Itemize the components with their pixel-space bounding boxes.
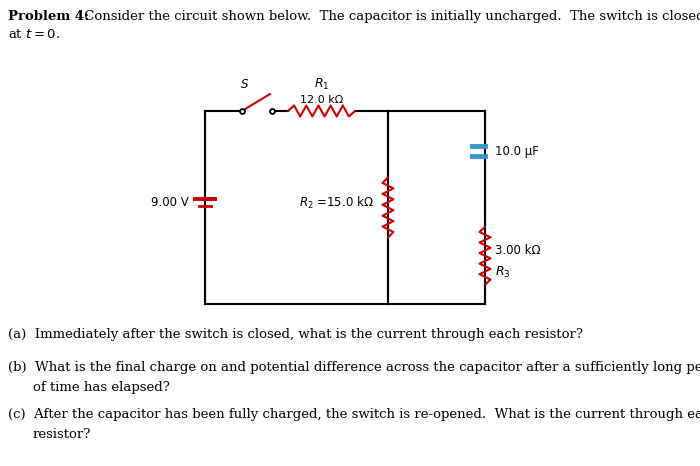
Text: $R_1$: $R_1$ bbox=[314, 77, 329, 92]
Text: 10.0 μF: 10.0 μF bbox=[495, 145, 539, 158]
Text: $R_3$: $R_3$ bbox=[495, 265, 510, 281]
Text: $R_2$ =15.0 kΩ: $R_2$ =15.0 kΩ bbox=[300, 194, 374, 211]
Text: at $t = 0$.: at $t = 0$. bbox=[8, 28, 60, 41]
Text: 9.00 V: 9.00 V bbox=[151, 196, 189, 209]
Text: resistor?: resistor? bbox=[33, 428, 92, 441]
Text: (c)  After the capacitor has been fully charged, the switch is re-opened.  What : (c) After the capacitor has been fully c… bbox=[8, 408, 700, 421]
Text: of time has elapsed?: of time has elapsed? bbox=[33, 381, 170, 394]
Text: 3.00 kΩ: 3.00 kΩ bbox=[495, 244, 540, 257]
Text: (a)  Immediately after the switch is closed, what is the current through each re: (a) Immediately after the switch is clos… bbox=[8, 328, 583, 341]
Text: 12.0 kΩ: 12.0 kΩ bbox=[300, 95, 343, 105]
Text: Problem 4:: Problem 4: bbox=[8, 10, 89, 23]
Text: (b)  What is the final charge on and potential difference across the capacitor a: (b) What is the final charge on and pote… bbox=[8, 361, 700, 374]
Text: S: S bbox=[241, 78, 248, 91]
Text: Consider the circuit shown below.  The capacitor is initially uncharged.  The sw: Consider the circuit shown below. The ca… bbox=[80, 10, 700, 23]
